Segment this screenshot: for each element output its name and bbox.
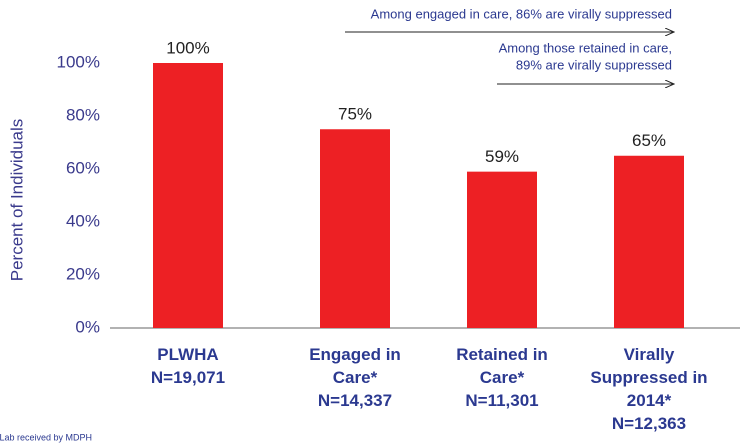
bar bbox=[467, 171, 537, 328]
annotation: 89% are virally suppressed bbox=[516, 57, 672, 72]
footnote: *Lab received by MDPH bbox=[0, 432, 92, 442]
x-tick-label-line: N=12,363 bbox=[612, 414, 686, 433]
bar bbox=[614, 155, 684, 328]
x-tick-label: Engaged in Care* N=14,337 bbox=[309, 345, 401, 410]
y-tick-label: 20% bbox=[66, 264, 100, 283]
x-tick-label-line: Engaged in bbox=[309, 345, 401, 364]
x-tick-label: Virally Suppressed in 2014* N=12,363 bbox=[590, 345, 707, 433]
x-tick-label-line: Retained in bbox=[456, 345, 548, 364]
y-tick-label: 0% bbox=[75, 317, 100, 336]
x-tick-label-line: N=19,071 bbox=[151, 368, 225, 387]
annotation: Among engaged in care, 86% are virally s… bbox=[371, 6, 672, 21]
value-label: 75% bbox=[338, 105, 372, 124]
annotation: Among those retained in care, bbox=[499, 40, 672, 55]
value-label: 100% bbox=[166, 38, 209, 57]
x-tick-label-line: N=14,337 bbox=[318, 391, 392, 410]
bar bbox=[320, 129, 390, 328]
x-tick-label: Retained in Care* N=11,301 bbox=[456, 345, 548, 410]
y-tick-label: 60% bbox=[66, 158, 100, 177]
y-tick-label: 40% bbox=[66, 211, 100, 230]
value-label: 59% bbox=[485, 147, 519, 166]
x-tick-label: PLWHA N=19,071 bbox=[151, 345, 225, 387]
bar bbox=[153, 63, 223, 328]
value-label: 65% bbox=[632, 131, 666, 150]
x-tick-label-line: Care* bbox=[333, 368, 378, 387]
y-tick-label: 80% bbox=[66, 105, 100, 124]
x-tick-label-line: N=11,301 bbox=[465, 391, 538, 410]
x-tick-label-line: Care* bbox=[480, 368, 525, 387]
y-axis-label: Percent of Individuals bbox=[7, 119, 26, 282]
x-tick-label-line: PLWHA bbox=[157, 345, 218, 364]
x-tick-label-line: Virally bbox=[624, 345, 675, 364]
x-tick-label-line: 2014* bbox=[627, 391, 672, 410]
x-tick-label-line: Suppressed in bbox=[590, 368, 707, 387]
y-tick-label: 100% bbox=[57, 52, 100, 71]
